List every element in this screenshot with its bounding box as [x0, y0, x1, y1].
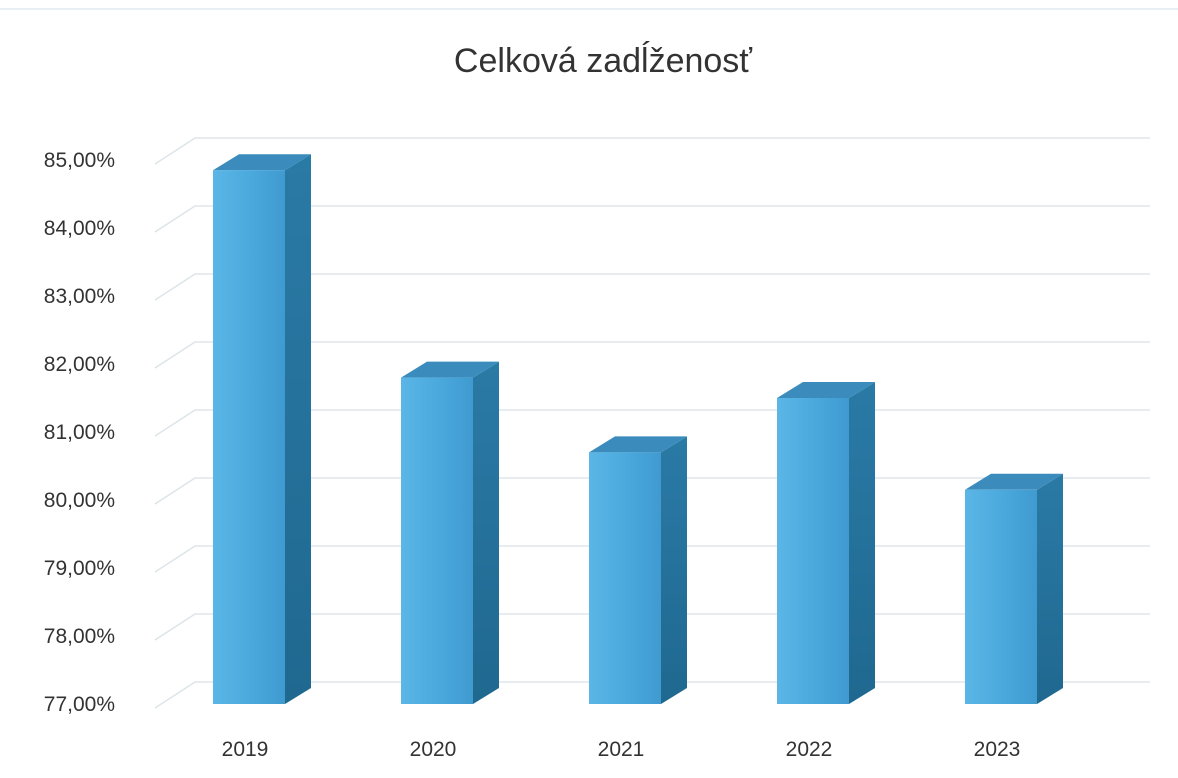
bar-top	[401, 361, 499, 378]
y-tick-label: 78,00%	[44, 625, 115, 648]
grid-line	[154, 273, 1150, 301]
bar-front	[401, 377, 473, 704]
bar-top	[589, 436, 687, 453]
x-tick-label: 2023	[974, 738, 1021, 761]
x-axis-labels: 2019 2020 2021 2022 2023	[222, 738, 1021, 761]
y-tick-label: 82,00%	[44, 353, 115, 376]
y-tick-label: 85,00%	[44, 149, 115, 172]
y-tick-label: 80,00%	[44, 489, 115, 512]
bar-2021	[589, 436, 687, 704]
bar-side	[473, 361, 499, 704]
bars	[213, 154, 1063, 704]
top-divider	[0, 8, 1178, 10]
bar-side	[849, 382, 875, 704]
bar-2020	[401, 361, 499, 704]
x-tick-label: 2021	[598, 738, 645, 761]
grid-line	[154, 137, 1150, 165]
grid-line	[154, 205, 1150, 233]
grid-lines	[154, 137, 1150, 709]
y-tick-label: 81,00%	[44, 421, 115, 444]
bar-2022	[777, 382, 875, 704]
bar-top	[213, 154, 311, 171]
y-tick-label: 77,00%	[44, 693, 115, 716]
bar-front	[965, 489, 1037, 704]
bar-2019	[213, 154, 311, 704]
bar-front	[589, 452, 661, 704]
y-axis-ticks: 77,00% 78,00% 79,00% 80,00% 81,00% 82,00% 83,0…	[44, 149, 115, 716]
bar-side	[661, 436, 687, 704]
bar-front	[777, 398, 849, 704]
y-tick-label: 83,00%	[44, 285, 115, 308]
x-tick-label: 2020	[410, 738, 457, 761]
x-tick-label: 2022	[786, 738, 833, 761]
x-tick-label: 2019	[222, 738, 269, 761]
bar-top	[777, 382, 875, 398]
bar-top	[965, 473, 1063, 490]
bar-front	[213, 170, 285, 704]
y-tick-label: 84,00%	[44, 217, 115, 240]
bar-2023	[965, 473, 1063, 704]
chart-title: Celková zadĺženosť	[454, 41, 753, 80]
bar-side	[285, 154, 311, 704]
bar-side	[1037, 473, 1063, 704]
grid-line	[154, 341, 1150, 369]
y-tick-label: 79,00%	[44, 557, 115, 580]
